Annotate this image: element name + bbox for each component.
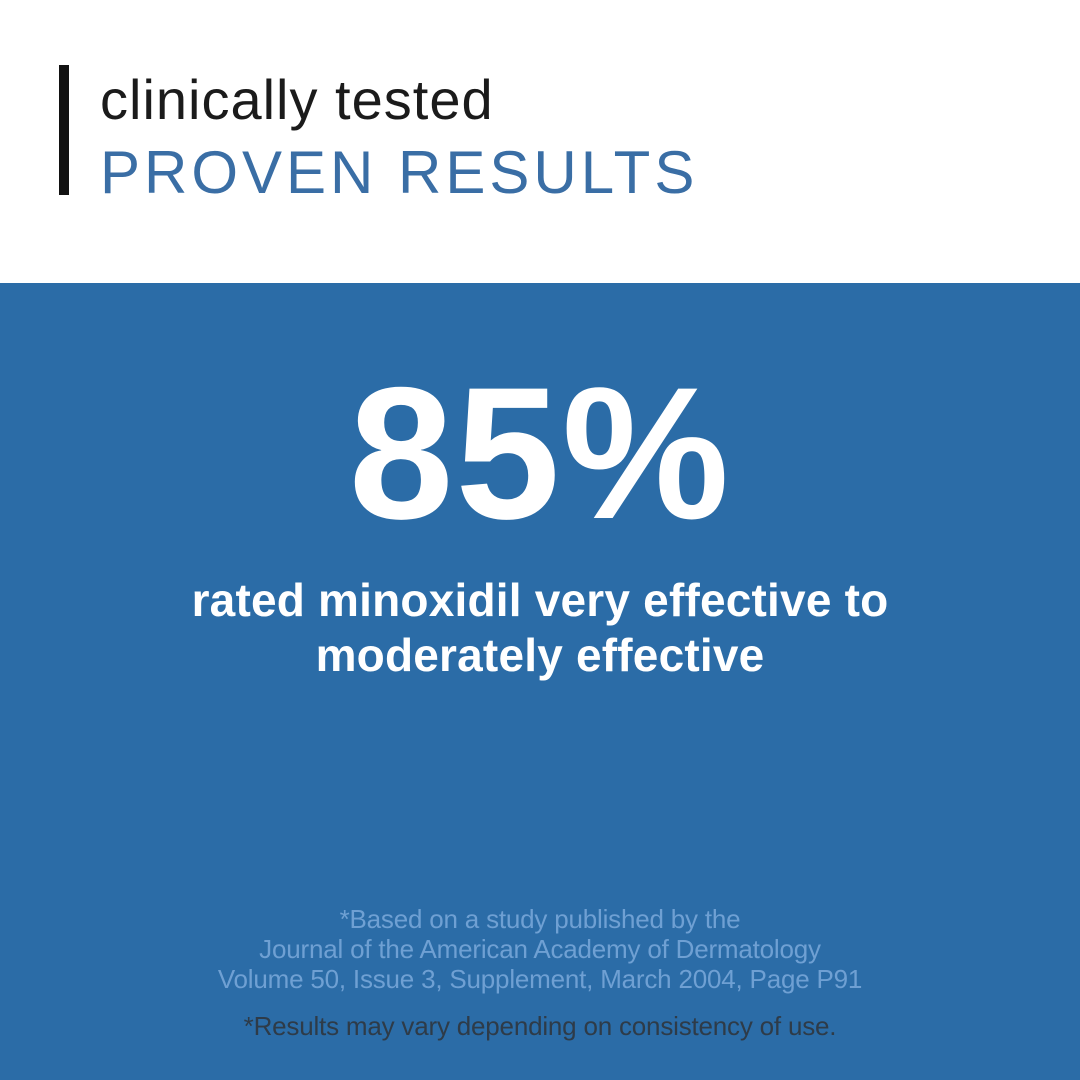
accent-bar: [59, 65, 69, 195]
header-text-block: clinically tested PROVEN RESULTS: [100, 72, 698, 204]
citation-line2: Journal of the American Academy of Derma…: [259, 934, 821, 964]
citation-line3: Volume 50, Issue 3, Supplement, March 20…: [217, 964, 863, 994]
results-disclaimer: *Results may vary depending on consisten…: [243, 1011, 837, 1041]
study-citation: *Based on a study published by the Journ…: [0, 904, 1080, 994]
citation-line1: *Based on a study published by the: [339, 904, 741, 934]
stat-description-line2: moderately effective: [315, 629, 765, 681]
headline-text: PROVEN RESULTS: [100, 139, 699, 206]
stat-value: 85%: [348, 348, 732, 558]
stat-description-line1: rated minoxidil very effective to: [191, 574, 889, 626]
stat-section: 85% rated minoxidil very effective to mo…: [0, 283, 1080, 1080]
stat-description: rated minoxidil very effective to modera…: [0, 573, 1080, 683]
header-section: clinically tested PROVEN RESULTS: [0, 0, 1080, 283]
eyebrow-text: clinically tested: [100, 68, 494, 131]
